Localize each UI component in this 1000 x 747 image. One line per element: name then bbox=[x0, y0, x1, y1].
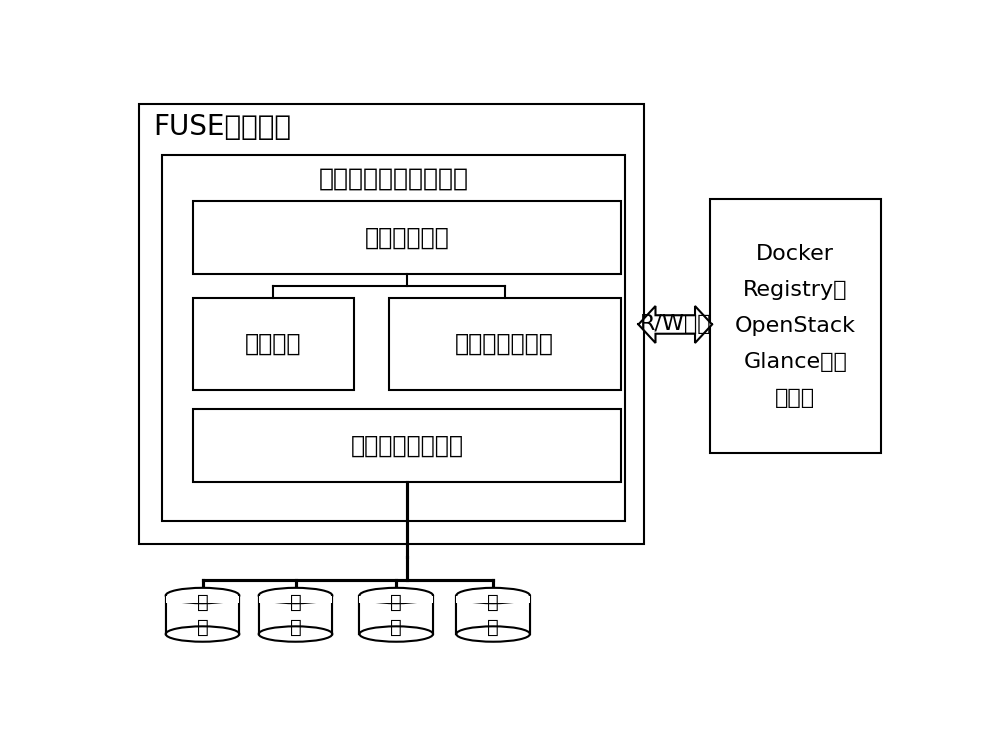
Ellipse shape bbox=[456, 626, 530, 642]
Text: 磁
盘: 磁 盘 bbox=[390, 593, 402, 636]
Text: 多级缓存管理模块: 多级缓存管理模块 bbox=[351, 434, 464, 458]
Bar bbox=[456, 595, 530, 634]
Ellipse shape bbox=[166, 626, 239, 642]
Ellipse shape bbox=[359, 588, 433, 604]
Text: Docker
Registry、
OpenStack
Glance等镜
像服务: Docker Registry、 OpenStack Glance等镜 像服务 bbox=[735, 244, 856, 408]
Ellipse shape bbox=[259, 626, 332, 642]
Bar bbox=[710, 199, 881, 453]
Bar bbox=[166, 595, 239, 604]
Text: R/W请求: R/W请求 bbox=[639, 314, 711, 335]
Polygon shape bbox=[638, 306, 712, 343]
Text: FUSE文件系统: FUSE文件系统 bbox=[153, 113, 291, 140]
Bar bbox=[193, 409, 621, 483]
Bar bbox=[193, 297, 354, 390]
Text: 磁
盘: 磁 盘 bbox=[197, 593, 208, 636]
Ellipse shape bbox=[359, 626, 433, 642]
Bar bbox=[139, 104, 644, 544]
Bar bbox=[359, 595, 433, 634]
Text: 元数据管理模块: 元数据管理模块 bbox=[455, 332, 554, 356]
Bar bbox=[456, 595, 530, 604]
Bar bbox=[162, 155, 625, 521]
Text: 磁
盘: 磁 盘 bbox=[487, 593, 499, 636]
Ellipse shape bbox=[259, 588, 332, 604]
Bar bbox=[259, 595, 332, 634]
Ellipse shape bbox=[166, 588, 239, 604]
Bar bbox=[166, 595, 239, 634]
Bar bbox=[388, 297, 621, 390]
Text: 磁
盘: 磁 盘 bbox=[290, 593, 301, 636]
Bar bbox=[259, 595, 332, 604]
Text: 镜像重复数据删除系统: 镜像重复数据删除系统 bbox=[319, 167, 469, 190]
Text: 索引单元: 索引单元 bbox=[245, 332, 302, 356]
Bar bbox=[193, 201, 621, 274]
Ellipse shape bbox=[456, 588, 530, 604]
Bar bbox=[359, 595, 433, 604]
Text: 分块去重模块: 分块去重模块 bbox=[365, 226, 449, 249]
